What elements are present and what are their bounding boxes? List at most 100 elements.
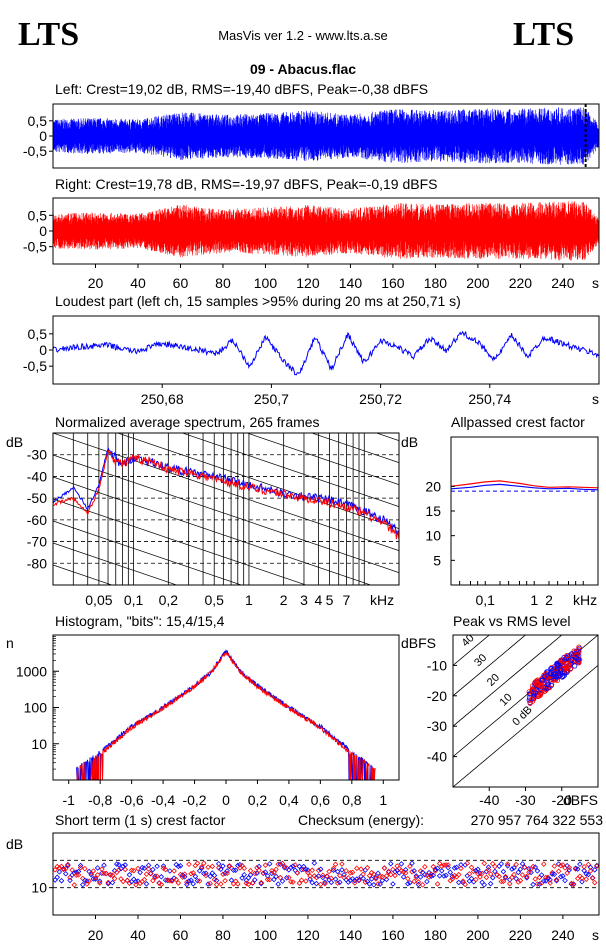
- short-term-crest-point: [405, 875, 411, 882]
- short-term-crest-point: [470, 868, 477, 875]
- left-waveform-ytick-label: 0,5: [28, 113, 48, 129]
- short-term-crest-point: [415, 881, 422, 888]
- short-term-crest-point: [496, 873, 502, 880]
- short-term-crest-point: [175, 880, 182, 886]
- short-term-crest-point: [466, 878, 473, 884]
- short-term-crest-point: [94, 865, 101, 871]
- right-waveform-xtick-label: 220: [509, 275, 533, 291]
- short-term-crest-point: [192, 873, 199, 880]
- spectrum-ylabel: dB: [6, 434, 23, 450]
- short-term-crest-point: [441, 862, 447, 868]
- short-term-crest-point: [262, 862, 269, 868]
- histogram-xtick-label: 0,4: [279, 792, 299, 808]
- short-term-crest-point: [371, 871, 377, 877]
- short-term-crest-point: [317, 866, 324, 873]
- peak-vs-rms-crest-label: 0 dB: [510, 704, 534, 728]
- short-term-crest-point: [241, 865, 247, 872]
- short-term-crest-point: [141, 876, 148, 883]
- short-term-crest-point: [526, 869, 532, 876]
- short-term-crest-point: [167, 868, 173, 874]
- spectrum-slope-line: [310, 433, 399, 463]
- histogram-xtick-label: -0,8: [88, 792, 112, 808]
- histogram-frame: [52, 634, 400, 781]
- short-term-crest-point: [492, 868, 498, 875]
- peak-vs-rms-point: [527, 700, 533, 706]
- spectrum-xtick-label: 4: [314, 592, 322, 608]
- short-term-crest-point: [485, 864, 492, 870]
- short-term-crest-point: [509, 866, 515, 872]
- right-waveform-xtick-label: 240: [551, 275, 575, 291]
- peak-vs-rms-crest-label: 30: [472, 652, 489, 669]
- peak-vs-rms-ytick-label: -30: [427, 718, 447, 734]
- short-term-crest-point: [415, 879, 422, 885]
- short-term-crest-point: [381, 865, 388, 871]
- short-term-crest-point: [190, 870, 196, 876]
- short-term-crest-point: [360, 875, 366, 882]
- spectrum-slope-line: [53, 542, 178, 585]
- short-term-crest-point: [264, 873, 271, 879]
- short-term-crest-point: [475, 871, 481, 877]
- short-term-crest-point: [56, 865, 63, 871]
- short-term-crest-point: [241, 871, 247, 878]
- short-term-crest-point: [320, 872, 326, 878]
- short-term-crest-point: [434, 881, 441, 887]
- short-term-crest-point: [130, 867, 137, 874]
- short-term-crest-point: [230, 867, 237, 874]
- short-term-crest-point: [500, 868, 507, 875]
- short-term-crest-point: [560, 873, 566, 879]
- short-term-crest-point: [84, 878, 90, 884]
- peak-vs-rms-point: [548, 665, 554, 672]
- short-term-crest-point: [94, 872, 101, 878]
- short-term-crest-point: [171, 875, 177, 881]
- short-term-crest-point: [186, 878, 192, 884]
- allpassed-crest-title: Allpassed crest factor: [451, 414, 585, 430]
- short-term-crest-point: [120, 863, 126, 870]
- peak-vs-rms-point: [544, 680, 550, 686]
- left-waveform-ytick-label: 0: [39, 128, 47, 144]
- allpassed-xunit: kHz: [573, 592, 597, 608]
- peak-vs-rms-point: [530, 696, 536, 702]
- short-term-crest-point: [77, 864, 84, 871]
- short-term-crest-point: [177, 863, 184, 869]
- histogram-xtick-label: -1: [63, 792, 76, 808]
- short-term-crest-point: [154, 873, 160, 879]
- peak-vs-rms-point: [570, 655, 577, 661]
- short-term-crest-point: [477, 874, 483, 880]
- short-term-crest-point: [317, 881, 324, 888]
- spectrum-xtick-label: 0,5: [204, 592, 224, 608]
- short-term-crest-point: [271, 876, 277, 883]
- short-term-crest-point: [407, 879, 413, 886]
- short-term-crest-point: [256, 867, 262, 874]
- short-term-crest-point: [589, 875, 596, 881]
- short-term-crest-point: [574, 875, 581, 882]
- short-term-crest-point: [526, 865, 532, 872]
- short-term-crest-point: [296, 863, 303, 870]
- short-term-crest-point: [511, 871, 517, 878]
- short-term-crest-point: [479, 879, 485, 886]
- short-term-crest-point: [557, 873, 564, 880]
- short-term-crest-point: [339, 867, 345, 873]
- short-term-crest-point: [126, 872, 133, 878]
- peak-vs-rms-xunit: dBFS: [563, 792, 598, 808]
- short-term-crest-point: [188, 877, 194, 884]
- peak-vs-rms-xtick-label: -30: [515, 792, 535, 808]
- short-term-crest-point: [237, 861, 243, 868]
- short-term-crest-point: [122, 866, 128, 873]
- short-term-crest-xtick-label: 120: [296, 927, 320, 943]
- short-term-crest-point: [218, 881, 224, 887]
- logo-right: LTS: [513, 16, 574, 53]
- short-term-crest-point: [517, 877, 524, 884]
- short-term-crest-point: [383, 876, 390, 883]
- short-term-crest-point: [118, 876, 124, 882]
- short-term-crest-point: [487, 880, 494, 887]
- short-term-crest-point: [424, 878, 430, 885]
- short-term-crest-point: [67, 874, 73, 881]
- right-waveform-xtick-label: 200: [466, 275, 490, 291]
- right-waveform-xtick-label: 60: [173, 275, 189, 291]
- short-term-crest-point: [358, 866, 364, 872]
- right-waveform-title: Right: Crest=19,78 dB, RMS=-19,97 dBFS, …: [55, 176, 437, 192]
- short-term-crest-point: [481, 860, 488, 867]
- peak-vs-rms-point: [572, 663, 578, 669]
- short-term-crest-point: [430, 872, 437, 879]
